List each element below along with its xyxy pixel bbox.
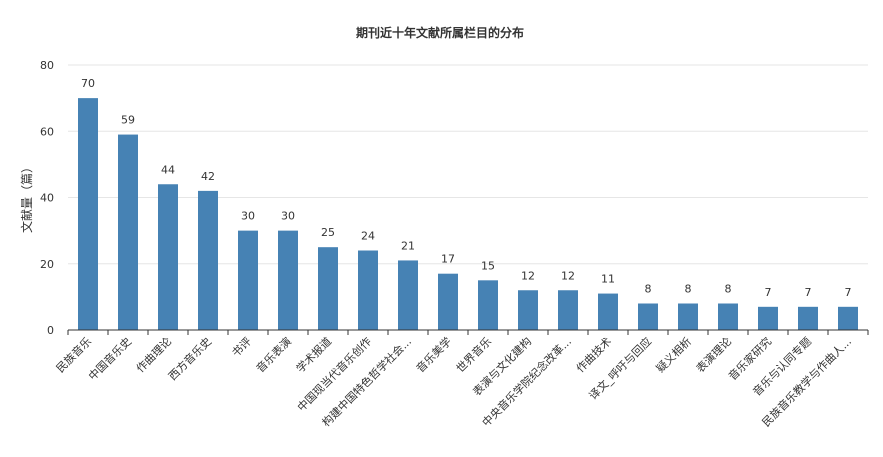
bar [438, 273, 458, 330]
data-label: 21 [401, 239, 415, 252]
bar [358, 250, 378, 330]
data-label: 44 [161, 163, 175, 176]
bars [78, 98, 858, 330]
y-tick-label: 40 [40, 192, 54, 205]
category-label: 作曲技术 [574, 335, 614, 375]
chart-title: 期刊近十年文献所属栏目的分布 [356, 25, 524, 40]
data-label: 8 [685, 283, 692, 296]
data-label: 25 [321, 226, 335, 239]
bar [518, 290, 538, 330]
data-label: 15 [481, 259, 495, 272]
bar [118, 134, 138, 330]
category-label: 中国音乐史 [85, 334, 134, 383]
bar [598, 293, 618, 330]
category-label: 民族音乐 [53, 334, 94, 375]
data-label: 8 [725, 283, 732, 296]
bar [558, 290, 578, 330]
bar [838, 306, 858, 330]
category-label: 学术报道 [293, 334, 334, 375]
data-label: 17 [441, 253, 455, 266]
category-label: 音乐美学 [413, 334, 454, 375]
bar [478, 280, 498, 330]
bar [318, 247, 338, 330]
bar [718, 303, 738, 330]
data-labels: 70 59 44 42 30 30 25 24 21 17 15 12 12 11 8 8 8 7 7 7 [81, 77, 852, 299]
gridlines [68, 64, 868, 265]
data-label: 12 [521, 269, 535, 282]
bar [638, 303, 658, 330]
bar [758, 306, 778, 330]
bar [278, 230, 298, 330]
data-label: 8 [645, 283, 652, 296]
data-label: 30 [281, 210, 295, 223]
category-label: 西方音乐史 [165, 334, 214, 383]
y-tick-labels: 0 20 40 60 80 [40, 59, 54, 337]
bar [238, 230, 258, 330]
data-label: 30 [241, 210, 255, 223]
bar [158, 184, 178, 330]
data-label: 7 [805, 286, 812, 299]
axes [67, 329, 869, 335]
data-label: 70 [81, 77, 95, 90]
bar [678, 303, 698, 330]
category-label: 疑义相析 [653, 334, 694, 375]
data-label: 24 [361, 230, 375, 243]
bar [198, 190, 218, 330]
category-label: 世界音乐 [453, 334, 494, 375]
category-label: 作曲理论 [133, 334, 174, 375]
bar [398, 260, 418, 330]
category-label: 音乐表演 [253, 334, 294, 375]
y-tick-label: 20 [40, 258, 54, 271]
y-tick-label: 0 [47, 324, 54, 337]
category-label: 表演理论 [693, 334, 734, 375]
data-label: 59 [121, 114, 135, 127]
category-label: 书评 [229, 335, 254, 360]
y-tick-label: 80 [40, 59, 54, 72]
bar [78, 98, 98, 330]
y-tick-label: 60 [40, 125, 54, 138]
data-label: 7 [845, 286, 852, 299]
y-axis-label: 文献量（篇） [19, 161, 34, 233]
bar [798, 306, 818, 330]
data-label: 11 [601, 273, 615, 286]
data-label: 42 [201, 170, 215, 183]
data-label: 12 [561, 269, 575, 282]
data-label: 7 [765, 286, 772, 299]
category-label: 中国现当代音乐创作 [294, 334, 374, 414]
